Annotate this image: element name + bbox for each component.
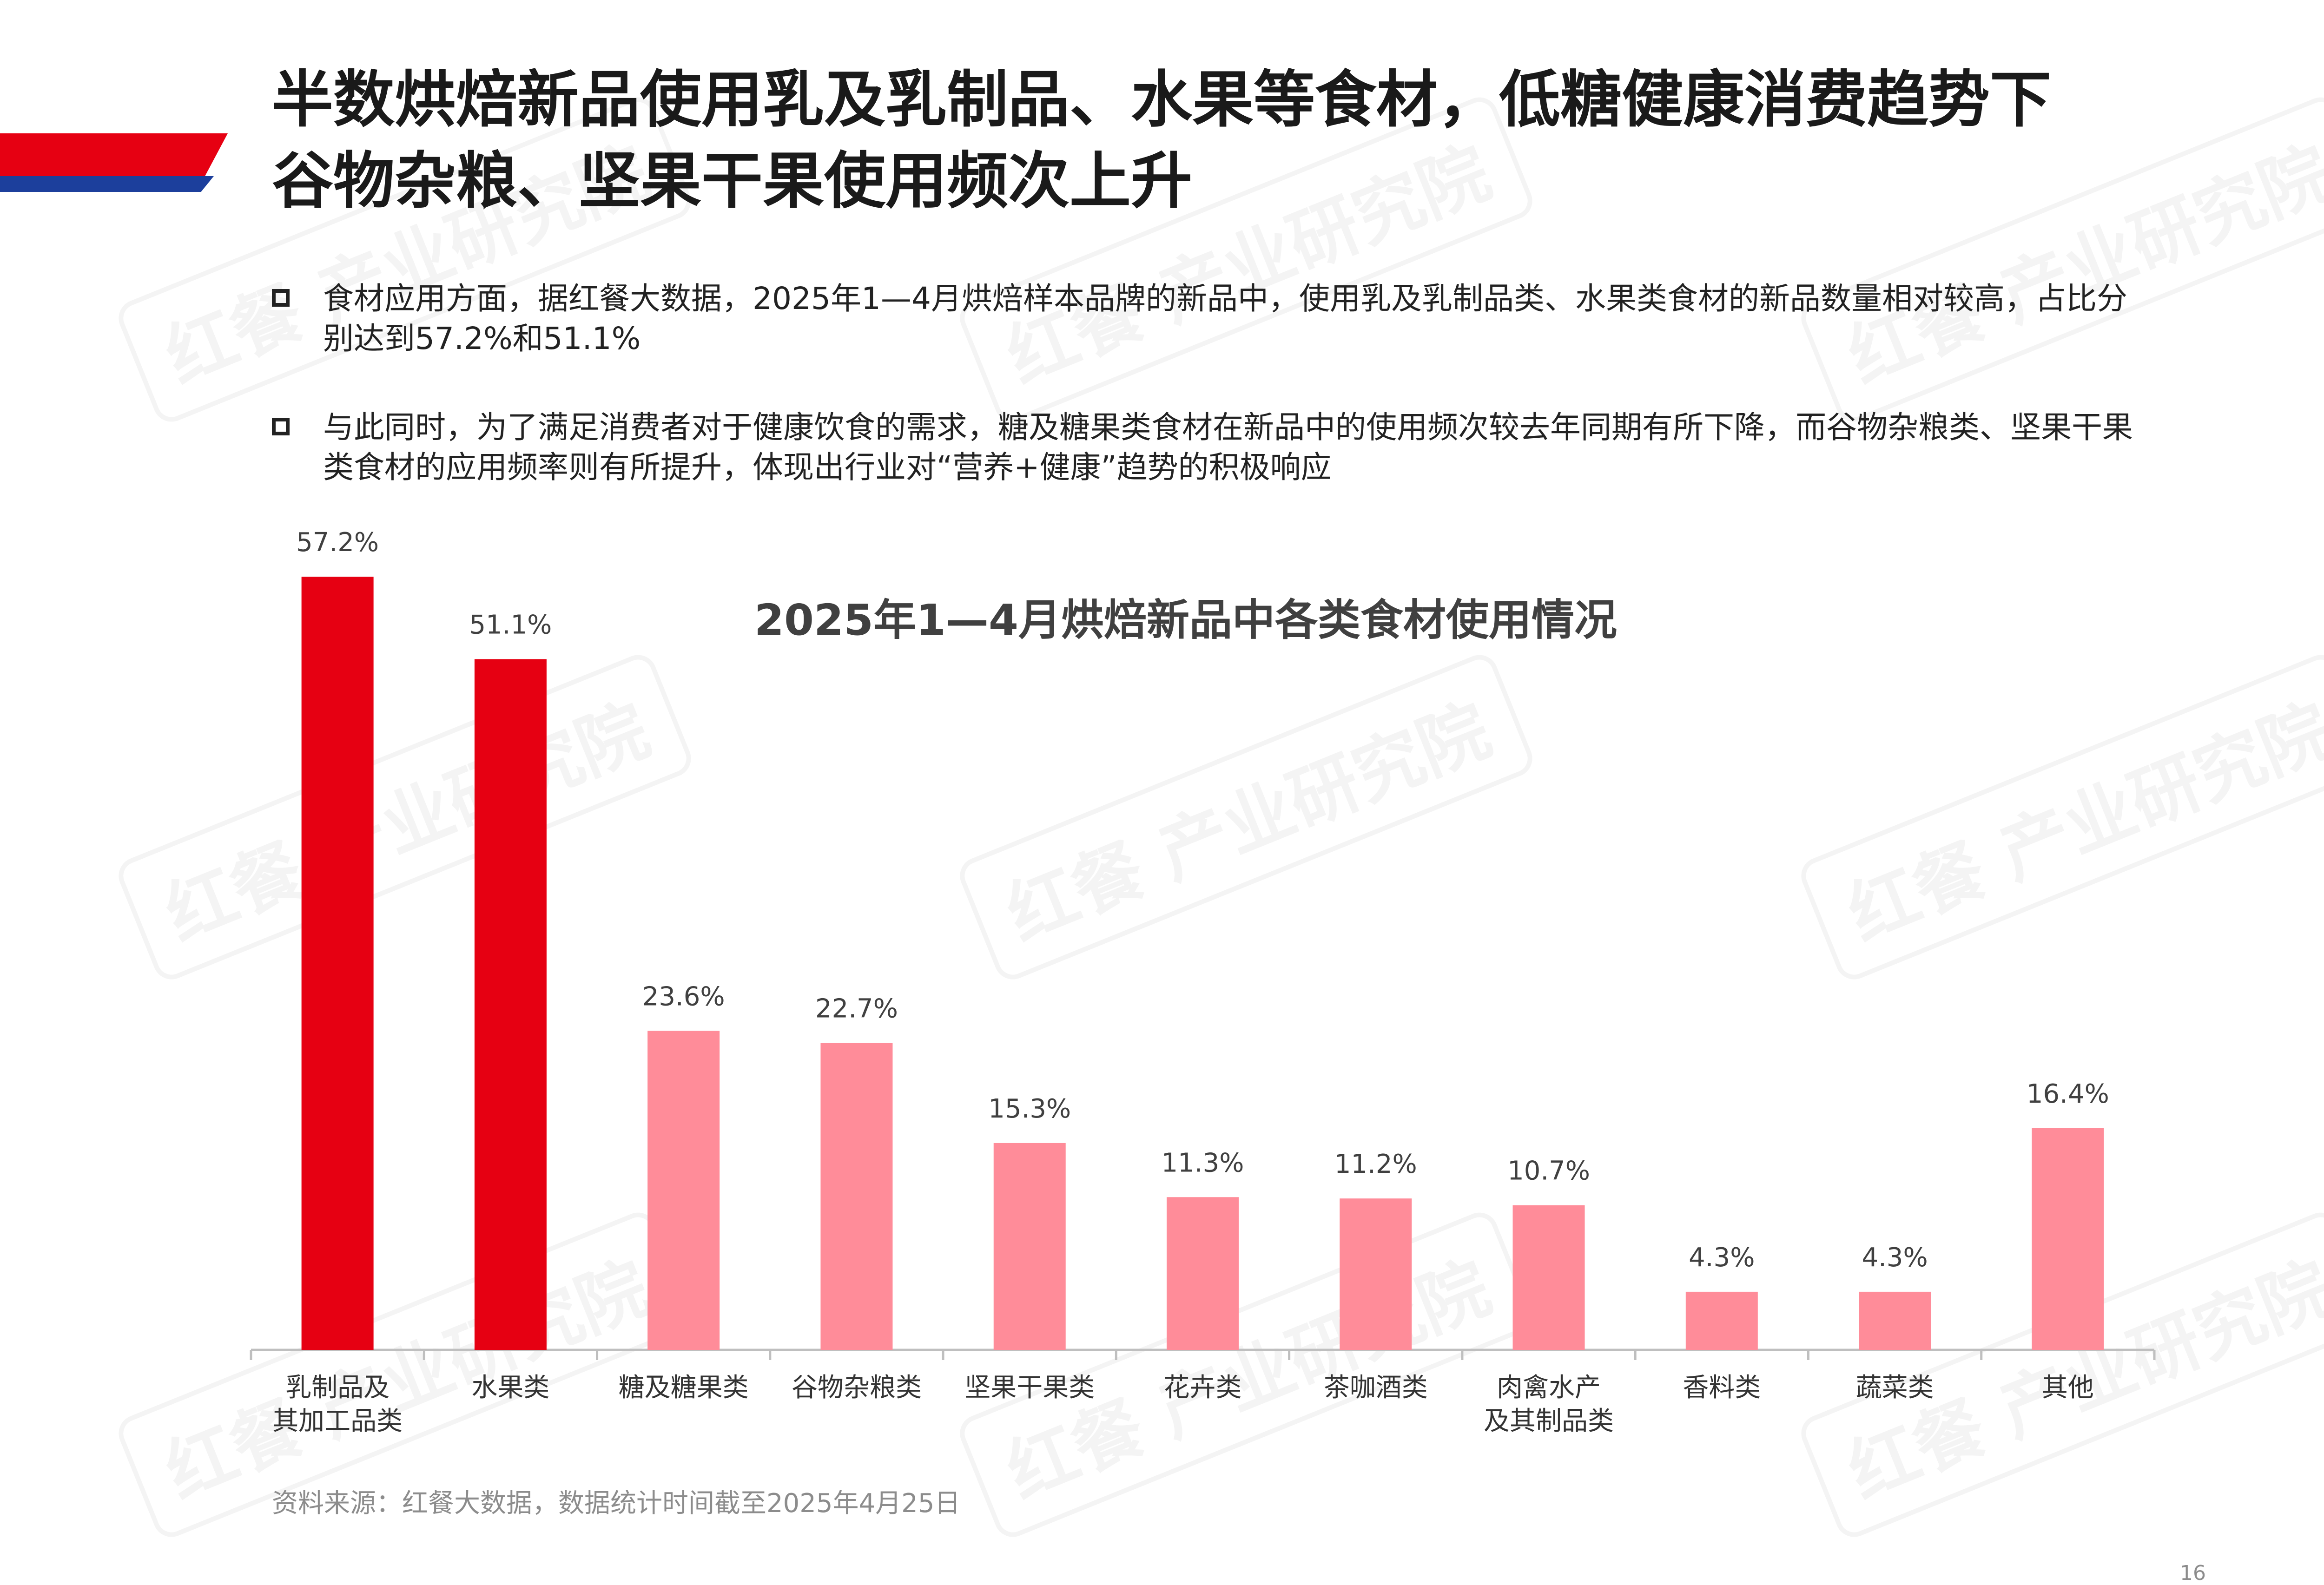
page-title-line2: 谷物杂粮、坚果干果使用频次上升 bbox=[272, 145, 1192, 217]
page-number: 16 bbox=[2180, 1561, 2206, 1585]
data-label: 57.2% bbox=[296, 527, 379, 558]
bullet-item: 与此同时，为了满足消费者对于健康饮食的需求，糖及糖果类食材在新品中的使用频次较去… bbox=[272, 408, 2154, 487]
bullet-item: 食材应用方面，据红餐大数据，2025年1—4月烘焙样本品牌的新品中，使用乳及乳制… bbox=[272, 279, 2154, 359]
bar bbox=[1685, 1291, 1758, 1350]
bar bbox=[1167, 1197, 1239, 1350]
category-label: 香料类 bbox=[1683, 1373, 1761, 1403]
page-title: 半数烘焙新品使用乳及乳制品、水果等食材，低糖健康消费趋势下 谷物杂粮、坚果干果使… bbox=[272, 59, 2224, 222]
bar bbox=[1512, 1205, 1585, 1350]
category-label: 及其制品类 bbox=[1484, 1406, 1614, 1436]
category-label: 糖及糖果类 bbox=[619, 1373, 749, 1403]
category-label: 乳制品及 bbox=[285, 1373, 390, 1403]
accent-bar-red bbox=[0, 133, 228, 176]
category-label: 谷物杂粮类 bbox=[792, 1373, 922, 1403]
bullet-text: 与此同时，为了满足消费者对于健康饮食的需求，糖及糖果类食材在新品中的使用频次较去… bbox=[323, 409, 2133, 485]
page-title-line1: 半数烘焙新品使用乳及乳制品、水果等食材，低糖健康消费趋势下 bbox=[272, 64, 2051, 136]
category-label: 其加工品类 bbox=[272, 1406, 403, 1436]
data-label: 22.7% bbox=[815, 994, 898, 1024]
category-label: 蔬菜类 bbox=[1856, 1373, 1934, 1403]
data-label: 10.7% bbox=[1507, 1156, 1590, 1186]
bar bbox=[2032, 1128, 2104, 1350]
category-label: 水果类 bbox=[471, 1373, 549, 1403]
bar bbox=[647, 1031, 720, 1350]
checkbox-icon bbox=[272, 418, 290, 435]
chart-title: 2025年1—4月烘焙新品中各类食材使用情况 bbox=[754, 595, 1618, 645]
bullet-text: 食材应用方面，据红餐大数据，2025年1—4月烘焙样本品牌的新品中，使用乳及乳制… bbox=[323, 281, 2127, 356]
category-label: 茶咖酒类 bbox=[1324, 1373, 1428, 1403]
accent-bar-blue bbox=[0, 176, 214, 192]
data-label: 16.4% bbox=[2027, 1079, 2109, 1109]
category-label: 坚果干果类 bbox=[964, 1373, 1095, 1403]
data-label: 15.3% bbox=[988, 1094, 1071, 1124]
checkbox-icon bbox=[272, 289, 290, 307]
bullet-list: 食材应用方面，据红餐大数据，2025年1—4月烘焙样本品牌的新品中，使用乳及乳制… bbox=[272, 279, 2154, 536]
data-label: 51.1% bbox=[469, 610, 552, 640]
bar bbox=[993, 1143, 1066, 1350]
data-label: 11.2% bbox=[1334, 1149, 1417, 1179]
data-label: 4.3% bbox=[1689, 1243, 1755, 1273]
category-label: 肉禽水产 bbox=[1497, 1373, 1601, 1403]
category-label: 其他 bbox=[2042, 1373, 2094, 1403]
category-label: 花卉类 bbox=[1164, 1373, 1242, 1403]
data-label: 23.6% bbox=[642, 981, 725, 1012]
data-label: 11.3% bbox=[1162, 1148, 1244, 1178]
bar bbox=[1859, 1291, 1931, 1350]
bar bbox=[474, 659, 547, 1350]
source-note: 资料来源：红餐大数据，数据统计时间截至2025年4月25日 bbox=[272, 1488, 961, 1519]
bar bbox=[301, 577, 374, 1350]
bar bbox=[820, 1043, 893, 1350]
bar bbox=[1340, 1198, 1412, 1350]
data-label: 4.3% bbox=[1862, 1243, 1928, 1273]
